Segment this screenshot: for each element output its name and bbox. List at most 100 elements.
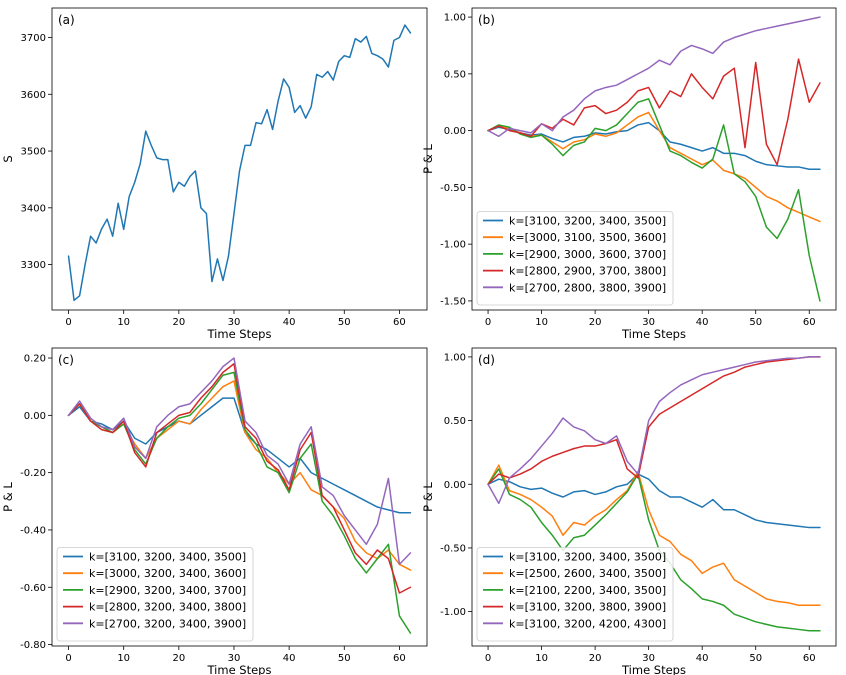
legend-entry: k=[3100, 3200, 3400, 3500] — [509, 215, 666, 228]
y-tick-label: 3700 — [21, 33, 46, 44]
x-axis-label: Time Steps — [621, 327, 686, 341]
legend-entry: k=[2700, 3200, 3400, 3900] — [89, 617, 246, 630]
y-tick-label: 3400 — [21, 203, 46, 214]
legend-entry: k=[3100, 3200, 3800, 3900] — [509, 601, 666, 614]
x-tick-label: 60 — [803, 317, 816, 328]
axes-frame — [471, 7, 837, 311]
y-tick-label: -1.50 — [440, 296, 466, 307]
x-tick-label: 10 — [117, 653, 130, 664]
y-axis-label: P & L — [421, 482, 435, 512]
x-tick-label: 40 — [283, 653, 296, 664]
legend-box — [476, 211, 674, 306]
series-line-3 — [487, 468, 821, 632]
series-line-1 — [67, 397, 412, 514]
legend-entry: k=[2800, 3200, 3400, 3800] — [89, 601, 246, 614]
y-tick-label: 0.00 — [24, 411, 46, 422]
y-tick-label: 3600 — [21, 90, 46, 101]
series-line-5 — [487, 356, 821, 505]
series-line-5 — [67, 357, 412, 566]
series-group — [487, 16, 821, 302]
axes-frame — [51, 7, 428, 311]
y-tick-label: -1.00 — [440, 607, 466, 618]
legend-entry: k=[2900, 3200, 3400, 3700] — [89, 584, 246, 597]
y-tick-label: 3300 — [21, 260, 46, 271]
legend-entry: k=[2900, 3000, 3600, 3700] — [509, 248, 666, 261]
x-tick-label: 30 — [642, 317, 655, 328]
x-tick-label: 40 — [696, 317, 709, 328]
legend-entry: k=[3100, 3200, 4200, 4300] — [509, 617, 666, 630]
series-line-1 — [487, 473, 821, 529]
x-tick-label: 0 — [485, 653, 491, 664]
x-tick-label: 60 — [393, 317, 406, 328]
x-tick-label: 20 — [589, 317, 602, 328]
legend-entry: k=[3100, 3200, 3400, 3500] — [89, 551, 246, 564]
x-tick-label: 30 — [228, 317, 241, 328]
y-tick-label: -0.20 — [20, 468, 46, 479]
y-tick-label: -0.50 — [440, 543, 466, 554]
y-tick-label: -1.00 — [440, 240, 466, 251]
legend-box — [476, 547, 674, 642]
y-tick-label: 0.50 — [444, 69, 466, 80]
legend-box — [56, 547, 254, 642]
x-tick-label: 50 — [338, 317, 351, 328]
series-group — [487, 356, 821, 632]
series-line-1 — [67, 24, 412, 302]
x-tick-label: 50 — [749, 317, 762, 328]
series-group — [67, 24, 412, 302]
panel-label: (a) — [58, 13, 75, 27]
y-tick-label: -0.80 — [20, 640, 46, 651]
x-axis-label: Time Steps — [621, 663, 686, 675]
y-tick-label: 3500 — [21, 147, 46, 158]
y-tick-label: 0.00 — [444, 126, 466, 137]
x-tick-label: 60 — [393, 653, 406, 664]
legend-entry: k=[3100, 3200, 3400, 3500] — [509, 551, 666, 564]
legend: k=[3100, 3200, 3400, 3500] k=[3000, 3200,… — [56, 547, 254, 642]
panel-b: 0 10 20 30 40 50 60 1.00 0.50 0.00 -0.50 -1.00 -1.50… — [421, 7, 837, 341]
x-tick-label: 50 — [749, 653, 762, 664]
x-tick-label: 40 — [283, 317, 296, 328]
y-tick-label: -0.50 — [440, 183, 466, 194]
series-line-2 — [67, 380, 412, 571]
legend-entry: k=[2500, 2600, 3400, 3500] — [509, 567, 666, 580]
x-axis-label: Time Steps — [207, 663, 272, 675]
panel-label: (c) — [58, 353, 74, 367]
y-tick-label: 1.00 — [444, 13, 466, 24]
series-line-5 — [487, 16, 821, 138]
x-tick-label: 10 — [535, 317, 548, 328]
x-tick-label: 20 — [589, 653, 602, 664]
legend: k=[3100, 3200, 3400, 3500] k=[2500, 2600,… — [476, 547, 674, 642]
legend-entry: k=[2700, 2800, 3800, 3900] — [509, 281, 666, 294]
x-tick-label: 20 — [172, 317, 185, 328]
series-group — [67, 357, 412, 634]
x-tick-label: 10 — [535, 653, 548, 664]
panel-c: 0 10 20 30 40 50 60 0.20 0.00 -0.20 -0.40 -0.60 -0.8… — [1, 347, 428, 675]
y-axis-label: P & L — [421, 144, 435, 174]
axes-frame — [471, 347, 837, 647]
y-tick-label: 0.00 — [444, 480, 466, 491]
x-tick-label: 10 — [117, 317, 130, 328]
legend-entry: k=[3000, 3100, 3500, 3600] — [509, 231, 666, 244]
legend-entry: k=[3000, 3200, 3400, 3600] — [89, 567, 246, 580]
y-tick-label: -0.40 — [20, 525, 46, 536]
panel-a: 0 10 20 30 40 50 60 3300 3400 3500 3600 3700 Time St… — [1, 7, 428, 341]
series-line-1 — [487, 121, 821, 170]
panel-label: (d) — [478, 353, 495, 367]
series-line-2 — [487, 464, 821, 606]
y-tick-label: 0.50 — [444, 416, 466, 427]
series-line-3 — [487, 98, 821, 302]
y-axis-label: S — [1, 155, 15, 162]
panel-label: (b) — [478, 13, 495, 27]
y-tick-label: -0.60 — [20, 583, 46, 594]
legend-entry: k=[2800, 2900, 3700, 3800] — [509, 265, 666, 278]
series-line-4 — [487, 356, 821, 486]
x-tick-label: 0 — [65, 653, 71, 664]
x-tick-label: 50 — [338, 653, 351, 664]
x-tick-label: 0 — [485, 317, 491, 328]
x-axis-label: Time Steps — [207, 327, 272, 341]
axes-frame — [51, 347, 428, 647]
x-tick-label: 30 — [642, 653, 655, 664]
x-tick-label: 40 — [696, 653, 709, 664]
legend: k=[3100, 3200, 3400, 3500] k=[3000, 3100,… — [476, 211, 674, 306]
x-tick-label: 20 — [172, 653, 185, 664]
